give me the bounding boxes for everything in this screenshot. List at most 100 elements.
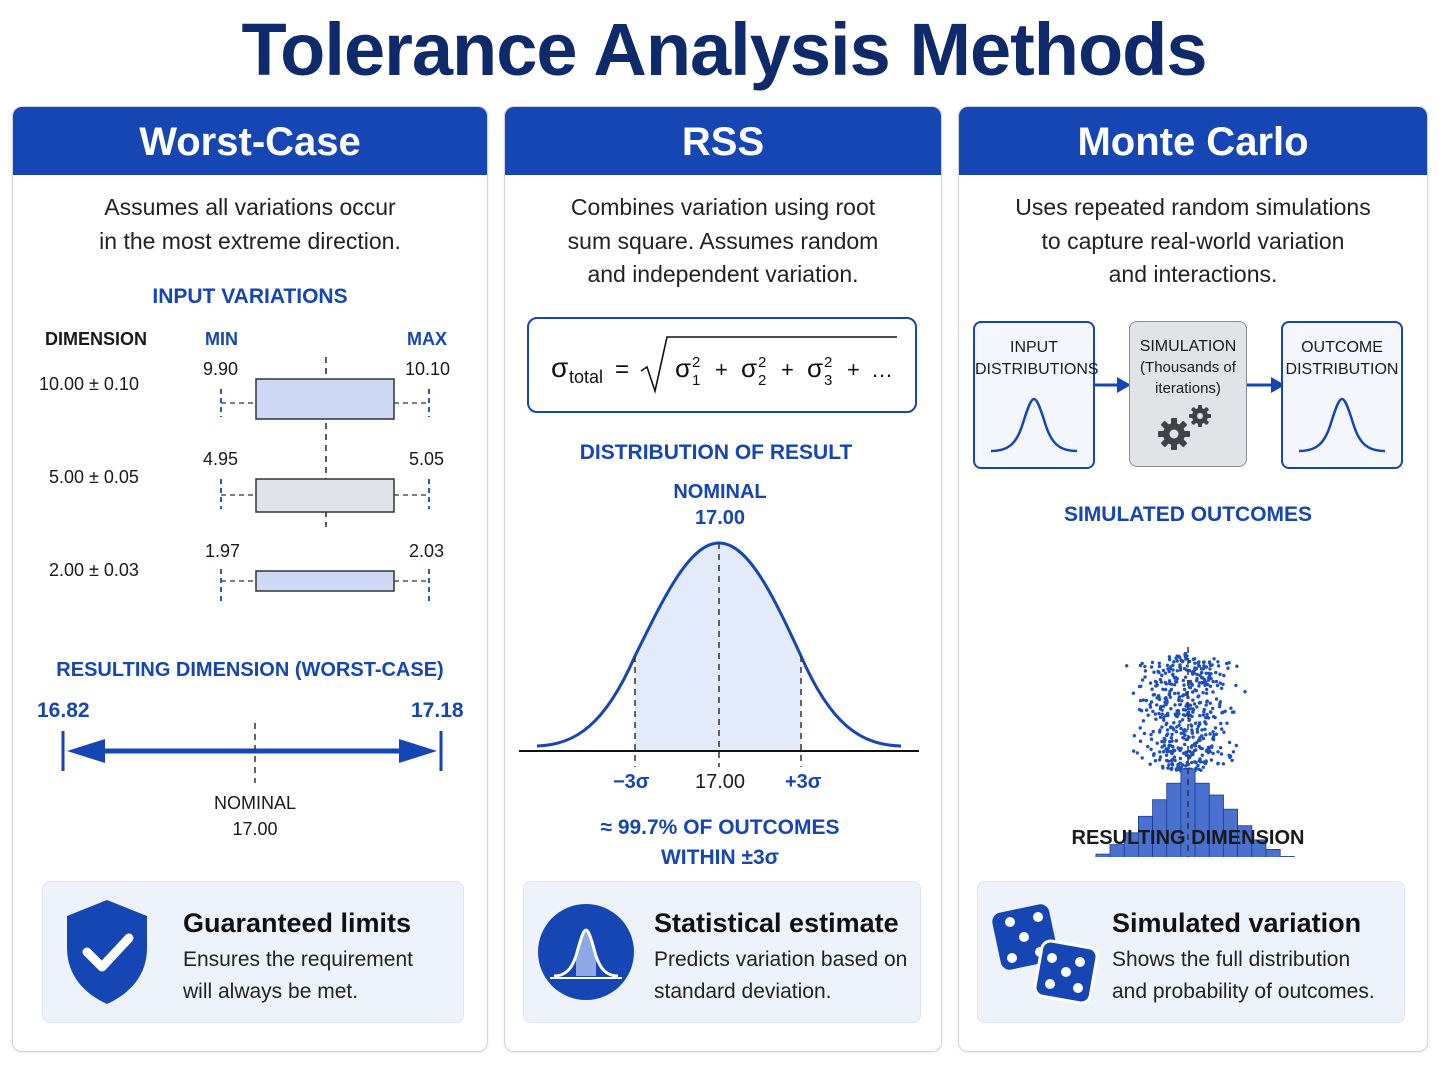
sample-point (1152, 670, 1156, 674)
sample-point (1198, 722, 1202, 726)
rss-nominal-label: NOMINAL (673, 481, 767, 503)
sample-point (1186, 754, 1190, 758)
sample-point (1172, 721, 1176, 725)
sample-point (1214, 697, 1219, 701)
sample-point (1143, 664, 1147, 669)
sample-point (1216, 750, 1220, 754)
sample-point (1188, 713, 1192, 718)
sample-point (1170, 766, 1174, 770)
sample-point (1181, 736, 1185, 740)
sample-point (1199, 760, 1203, 764)
result-min: 16.82 (37, 699, 90, 722)
sample-point (1183, 742, 1187, 747)
sample-point (1169, 687, 1174, 692)
sample-point (1143, 669, 1148, 673)
sample-point (1182, 732, 1186, 736)
desc-line: Assumes all variations occur (104, 194, 396, 220)
sample-point (1211, 751, 1215, 755)
sample-point (1163, 687, 1168, 692)
sample-point (1181, 763, 1185, 767)
sample-point (1200, 670, 1204, 675)
sample-point (1193, 688, 1197, 692)
sample-point (1161, 766, 1165, 770)
sample-point (1167, 692, 1171, 696)
sample-point (1151, 729, 1155, 734)
sample-point (1143, 675, 1147, 679)
sample-point (1169, 736, 1174, 740)
sample-point (1197, 744, 1201, 749)
sample-point (1169, 744, 1173, 748)
sample-point (1131, 749, 1136, 753)
sample-point (1214, 670, 1218, 675)
monte-carlo-chart: 16.616.817.017.217.4 (1095, 647, 1295, 857)
sample-point (1138, 739, 1143, 743)
card-text-line: Predicts variation based on (654, 948, 908, 971)
sample-point (1183, 654, 1187, 659)
sample-point (1172, 727, 1176, 732)
sample-point (1160, 712, 1164, 716)
sample-point (1195, 672, 1199, 677)
sample-point (1193, 661, 1197, 665)
flow-line: INPUT (1010, 339, 1058, 356)
sample-point (1190, 670, 1195, 675)
sample-point (1183, 651, 1188, 656)
min-value-2: 4.95 (203, 449, 239, 469)
sample-point (1166, 766, 1170, 770)
sample-point (1160, 708, 1164, 712)
sample-point (1194, 760, 1198, 765)
col-dimension: DIMENSION (45, 329, 148, 349)
sample-point (1229, 706, 1233, 710)
sample-point (1170, 739, 1174, 743)
sample-point (1177, 766, 1181, 770)
dimension-row-2: 5.00 ± 0.05 (49, 467, 139, 487)
sample-point (1155, 741, 1159, 745)
formula-term-1: σ (675, 353, 691, 383)
nominal-label: NOMINAL (213, 793, 296, 813)
sample-point (1207, 660, 1212, 664)
sample-point (1141, 698, 1145, 702)
formula-lhs-sub: total (569, 367, 603, 387)
desc-line: sum square. Assumes random (567, 227, 879, 254)
guaranteed-limits-card: Guaranteed limits Ensures the requiremen… (42, 881, 464, 1023)
sample-point (1148, 681, 1153, 685)
sample-point (1219, 721, 1223, 726)
card-text: Ensures the requirement will always be m… (183, 944, 413, 1008)
statistical-estimate-card: Statistical estimate Predicts variation … (523, 881, 921, 1023)
rss-nominal-value: 17.00 (694, 507, 746, 529)
sample-point (1151, 693, 1155, 697)
sample-point (1181, 678, 1185, 683)
simulation-box: SIMULATION (Thousands of iterations) (1129, 321, 1247, 467)
sample-point (1179, 726, 1183, 731)
card-text-line: Shows the full distribution (1112, 948, 1351, 971)
flow-label: INPUT DISTRIBUTIONS (975, 337, 1099, 381)
flow-line: DISTRIBUTION (1285, 361, 1399, 378)
sample-point (1180, 699, 1184, 703)
sample-point (1193, 721, 1198, 725)
histogram-bar (1265, 848, 1281, 857)
sample-point (1171, 668, 1175, 672)
sample-point (1191, 735, 1195, 739)
sample-point (1211, 730, 1215, 734)
formula-sub-2: 2 (758, 372, 766, 389)
sample-point (1197, 660, 1201, 664)
sample-point (1198, 673, 1202, 678)
sample-point (1190, 760, 1194, 765)
sample-point (1157, 664, 1162, 669)
sample-point (1138, 698, 1143, 703)
sample-point (1193, 744, 1198, 748)
sample-point (1167, 679, 1172, 683)
formula-sup-2: 2 (758, 354, 766, 371)
card-title: Guaranteed limits (183, 908, 412, 938)
result-range-arrow (61, 723, 443, 783)
sample-point (1157, 697, 1162, 702)
sample-point (1201, 736, 1206, 741)
sample-point (1178, 663, 1182, 667)
sample-point (1150, 660, 1155, 665)
sample-point (1208, 701, 1212, 705)
sample-point (1139, 709, 1144, 713)
sample-point (1125, 664, 1129, 668)
sample-point (1174, 679, 1178, 683)
simulated-outcomes-heading: SIMULATED OUTCOMES (1063, 503, 1313, 526)
max-value-1: 10.10 (405, 359, 451, 379)
sample-point (1149, 665, 1154, 669)
